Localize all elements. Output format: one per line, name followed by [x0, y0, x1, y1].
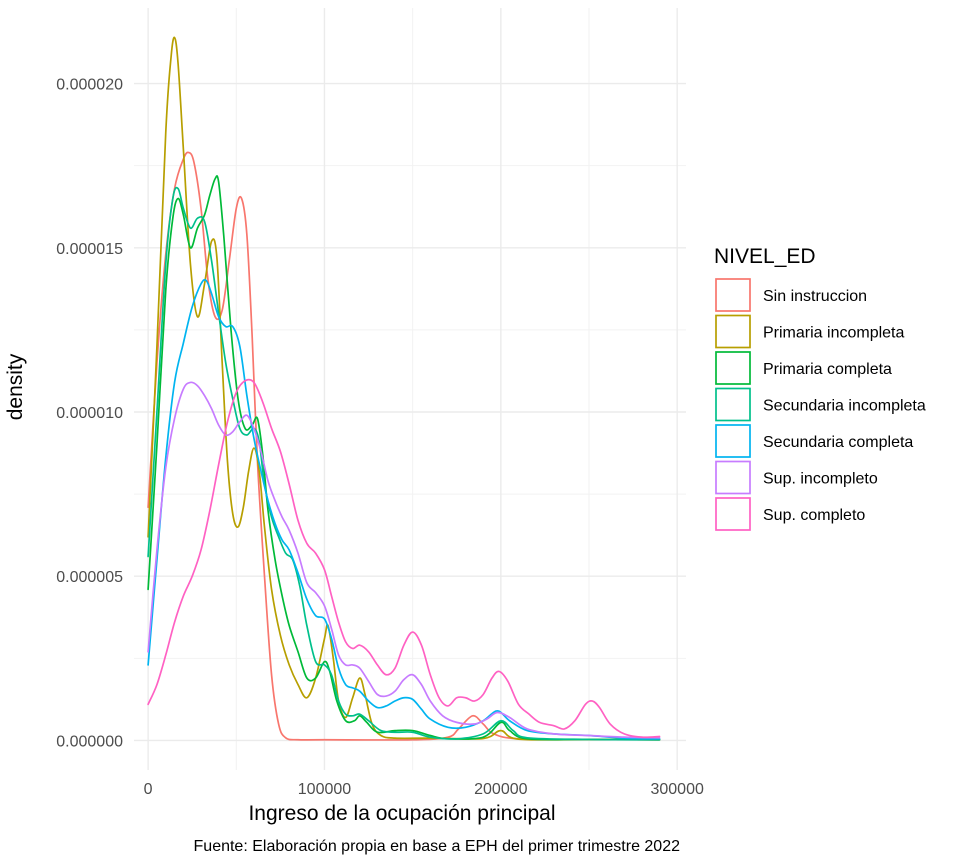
legend-label: Secundaria incompleta	[763, 398, 926, 415]
x-axis-tick-labels: 0 100000 200000 300000	[144, 781, 704, 798]
legend-key-swatch	[715, 497, 751, 531]
density-curve-sup-incompleto	[147, 381, 661, 739]
density-curve-secundaria-incompleta	[147, 186, 661, 741]
legend-label: Primaria incompleta	[763, 325, 904, 342]
x-tick-label: 0	[144, 781, 153, 798]
legend-key-swatch	[715, 314, 751, 349]
density-curves	[147, 36, 661, 741]
legend-key-swatch	[715, 460, 751, 495]
y-tick-label: 0.000000	[56, 733, 123, 750]
legend-key-swatch	[715, 351, 751, 385]
legend-key-swatch	[715, 424, 751, 458]
legend-item-sup-completo: Sup. completo	[715, 497, 865, 531]
legend-key-swatch	[715, 278, 751, 312]
y-tick-label: 0.000015	[56, 241, 123, 258]
legend-item-secundaria-completa: Secundaria completa	[715, 424, 913, 458]
legend-key-swatch	[715, 387, 751, 422]
legend-item-sin-instruccion: Sin instruccion	[715, 278, 867, 312]
y-tick-label: 0.000005	[56, 569, 123, 586]
minor-gridlines	[134, 8, 686, 770]
legend-title: NIVEL_ED	[714, 245, 816, 268]
legend-item-sup-incompleto: Sup. incompleto	[715, 460, 878, 495]
density-curve-secundaria-completa	[147, 278, 661, 740]
y-tick-label: 0.000020	[56, 77, 123, 94]
x-tick-label: 100000	[298, 781, 351, 798]
legend-item-secundaria-incompleta: Secundaria incompleta	[715, 387, 926, 422]
legend-items: Sin instruccion Primaria incompleta Primar…	[715, 278, 926, 531]
density-curve-primaria-completa	[147, 175, 661, 741]
legend-label: Secundaria completa	[763, 434, 913, 451]
density-curve-sin-instruccion	[147, 151, 661, 741]
major-gridlines	[134, 8, 686, 770]
legend-label: Primaria completa	[763, 361, 892, 378]
legend-label: Sup. incompleto	[763, 471, 878, 488]
source-caption: Fuente: Elaboración propia en base a EPH…	[194, 838, 681, 855]
density-curve-primaria-incompleta	[147, 36, 661, 741]
y-axis-tick-labels: 0.000000 0.000005 0.000010 0.000015 0.000020	[56, 77, 123, 751]
y-tick-label: 0.000010	[56, 405, 123, 422]
density-curve-sup-completo	[147, 378, 661, 739]
legend-item-primaria-incompleta: Primaria incompleta	[715, 314, 904, 349]
x-tick-label: 300000	[650, 781, 703, 798]
legend-label: Sin instruccion	[763, 288, 867, 305]
x-tick-label: 200000	[474, 781, 527, 798]
legend-item-primaria-completa: Primaria completa	[715, 351, 892, 385]
y-axis-title: density	[4, 353, 27, 420]
legend: NIVEL_ED Sin instruccion Primaria incompl…	[714, 245, 926, 531]
x-axis-title: Ingreso de la ocupación principal	[248, 802, 555, 825]
legend-label: Sup. completo	[763, 507, 865, 524]
